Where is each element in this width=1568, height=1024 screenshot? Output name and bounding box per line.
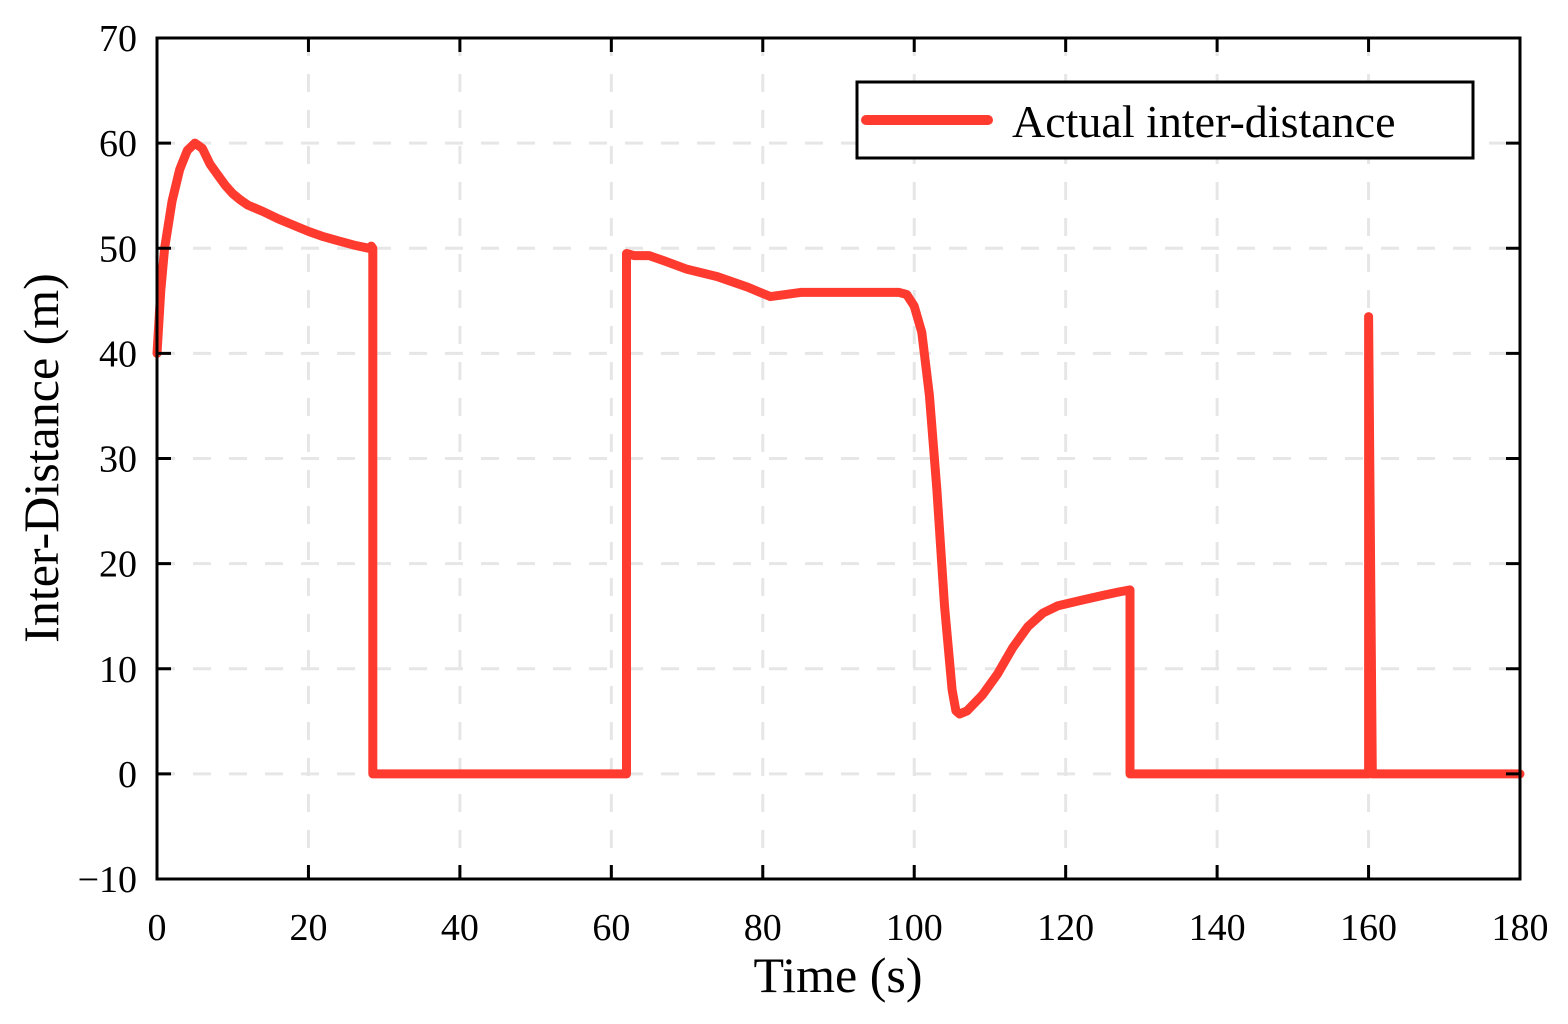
y-axis-title: Inter-Distance (m) [13, 273, 69, 643]
x-tick-label: 0 [148, 907, 167, 949]
y-tick-label: 10 [99, 649, 137, 691]
x-tick-label: 120 [1037, 907, 1094, 949]
x-tick-labels: 0 20 40 60 80 100 120 140 160 180 [148, 907, 1549, 949]
y-tick-labels: −10 0 10 20 30 40 50 60 70 [78, 18, 137, 901]
legend-label: Actual inter-distance [1012, 96, 1396, 147]
y-tick-label: −10 [78, 859, 137, 901]
y-tick-label: 20 [99, 544, 137, 586]
legend: Actual inter-distance [855, 80, 1475, 160]
x-tick-label: 180 [1492, 907, 1549, 949]
y-tick-label: 40 [99, 333, 137, 375]
y-tick-label: 70 [99, 18, 137, 60]
x-tick-label: 40 [441, 907, 479, 949]
x-axis-title: Time (s) [753, 947, 922, 1003]
x-tick-label: 160 [1340, 907, 1397, 949]
x-tick-label: 100 [886, 907, 943, 949]
y-tick-label: 50 [99, 228, 137, 270]
series-line [152, 138, 1525, 779]
x-tick-label: 80 [744, 907, 782, 949]
tick-marks [155, 36, 1522, 881]
series-layer [152, 138, 1525, 779]
grid-lines [157, 38, 1520, 879]
x-tick-label: 20 [289, 907, 327, 949]
y-tick-label: 0 [118, 754, 137, 796]
y-tick-label: 60 [99, 123, 137, 165]
x-tick-label: 140 [1189, 907, 1246, 949]
x-tick-label: 60 [592, 907, 630, 949]
y-tick-label: 30 [99, 439, 137, 481]
